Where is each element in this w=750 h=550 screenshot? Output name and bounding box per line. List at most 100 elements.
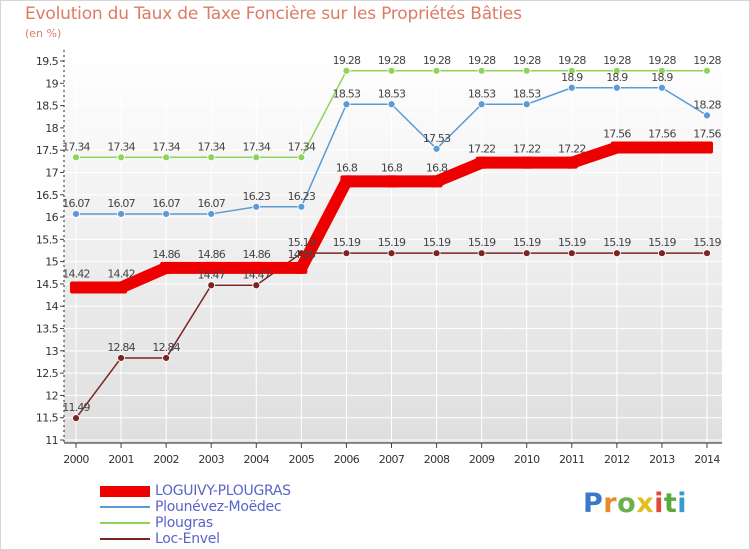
x-tick-label: 2004 xyxy=(243,453,269,466)
series-point-3 xyxy=(343,250,350,257)
series-point-3 xyxy=(253,282,260,289)
data-label-2: 19.28 xyxy=(378,54,406,67)
series-point-3 xyxy=(388,250,395,257)
series-point-0 xyxy=(340,175,352,187)
data-label-2: 19.28 xyxy=(468,54,496,67)
y-tick-label: 19 xyxy=(45,77,58,90)
y-tick-label: 12.5 xyxy=(36,367,59,380)
series-point-3 xyxy=(568,250,575,257)
y-tick-label: 19.5 xyxy=(36,55,59,68)
series-point-2 xyxy=(523,67,530,74)
series-point-1 xyxy=(118,210,125,217)
series-point-1 xyxy=(658,84,665,91)
series-point-2 xyxy=(253,154,260,161)
data-label-2: 19.28 xyxy=(423,54,451,67)
x-tick-label: 2008 xyxy=(424,453,450,466)
series-point-2 xyxy=(73,154,80,161)
series-point-1 xyxy=(253,203,260,210)
data-label-3: 15.19 xyxy=(603,236,631,249)
data-label-1: 16.23 xyxy=(288,190,316,203)
data-label-1: 17.53 xyxy=(423,132,451,145)
data-label-2: 19.28 xyxy=(648,54,676,67)
y-tick-label: 14.5 xyxy=(36,278,59,291)
legend-label: Loc-Envel xyxy=(155,531,220,547)
x-tick-label: 2001 xyxy=(108,453,134,466)
series-point-1 xyxy=(704,112,711,119)
series-point-2 xyxy=(208,154,215,161)
x-tick-label: 2012 xyxy=(604,453,630,466)
data-label-0: 14.86 xyxy=(288,248,316,261)
series-point-0 xyxy=(70,282,82,294)
y-tick-label: 16 xyxy=(45,211,58,224)
data-label-0: 17.22 xyxy=(468,143,496,156)
data-label-0: 16.8 xyxy=(426,161,448,174)
series-point-3 xyxy=(478,250,485,257)
data-label-0: 14.86 xyxy=(152,248,180,261)
data-label-0: 17.22 xyxy=(558,143,586,156)
legend-label: Plounévez-Moëdec xyxy=(155,499,281,515)
x-tick-label: 2009 xyxy=(469,453,495,466)
x-tick-label: 2000 xyxy=(63,453,89,466)
legend-swatch xyxy=(100,538,150,540)
series-point-0 xyxy=(431,175,443,187)
data-label-2: 19.28 xyxy=(603,54,631,67)
proxiti-logo: Proxiti xyxy=(583,488,687,519)
data-label-3: 15.19 xyxy=(513,236,541,249)
data-label-2: 19.28 xyxy=(693,54,721,67)
series-point-3 xyxy=(118,354,125,361)
series-point-0 xyxy=(295,262,307,274)
series-point-3 xyxy=(73,415,80,422)
data-label-2: 17.34 xyxy=(197,140,225,153)
y-tick-label: 11.5 xyxy=(36,412,59,425)
series-point-0 xyxy=(160,262,172,274)
data-label-0: 17.56 xyxy=(693,128,721,141)
data-label-3: 12.84 xyxy=(152,341,180,354)
series-point-1 xyxy=(613,84,620,91)
x-tick-label: 2013 xyxy=(649,453,675,466)
legend-label: Plougras xyxy=(155,515,213,531)
legend-swatch xyxy=(100,522,150,524)
series-point-2 xyxy=(478,67,485,74)
y-tick-label: 12 xyxy=(45,389,58,402)
data-label-3: 15.19 xyxy=(423,236,451,249)
x-tick-label: 2006 xyxy=(334,453,360,466)
series-point-1 xyxy=(433,145,440,152)
data-label-1: 16.23 xyxy=(243,190,271,203)
series-point-3 xyxy=(658,250,665,257)
data-label-3: 15.19 xyxy=(648,236,676,249)
x-tick-label: 2003 xyxy=(198,453,224,466)
series-point-2 xyxy=(704,67,711,74)
series-point-0 xyxy=(521,157,533,169)
data-label-3: 15.19 xyxy=(333,236,361,249)
y-tick-label: 11 xyxy=(45,434,58,447)
data-label-1: 18.53 xyxy=(333,87,361,100)
series-point-1 xyxy=(523,101,530,108)
data-label-2: 19.28 xyxy=(333,54,361,67)
data-label-2: 17.34 xyxy=(243,140,271,153)
data-label-3: 15.19 xyxy=(693,236,721,249)
data-label-1: 16.07 xyxy=(152,197,180,210)
data-label-2: 17.34 xyxy=(152,140,180,153)
data-label-0: 16.8 xyxy=(336,161,358,174)
data-label-2: 19.28 xyxy=(558,54,586,67)
data-label-0: 14.42 xyxy=(107,268,135,281)
data-label-1: 16.07 xyxy=(197,197,225,210)
y-tick-label: 17.5 xyxy=(36,144,59,157)
series-point-0 xyxy=(566,157,578,169)
x-tick-label: 2007 xyxy=(379,453,405,466)
data-label-2: 17.34 xyxy=(288,140,316,153)
series-point-3 xyxy=(208,282,215,289)
data-label-3: 15.19 xyxy=(558,236,586,249)
series-point-0 xyxy=(701,142,713,154)
x-tick-label: 2014 xyxy=(694,453,720,466)
data-label-1: 18.9 xyxy=(606,71,628,84)
data-label-1: 16.07 xyxy=(107,197,135,210)
data-label-0: 14.42 xyxy=(62,268,90,281)
data-label-2: 17.34 xyxy=(107,140,135,153)
series-point-3 xyxy=(163,354,170,361)
data-label-3: 14.47 xyxy=(197,268,225,281)
data-label-3: 15.19 xyxy=(288,236,316,249)
series-point-3 xyxy=(613,250,620,257)
x-tick-label: 2010 xyxy=(514,453,540,466)
series-point-1 xyxy=(73,210,80,217)
